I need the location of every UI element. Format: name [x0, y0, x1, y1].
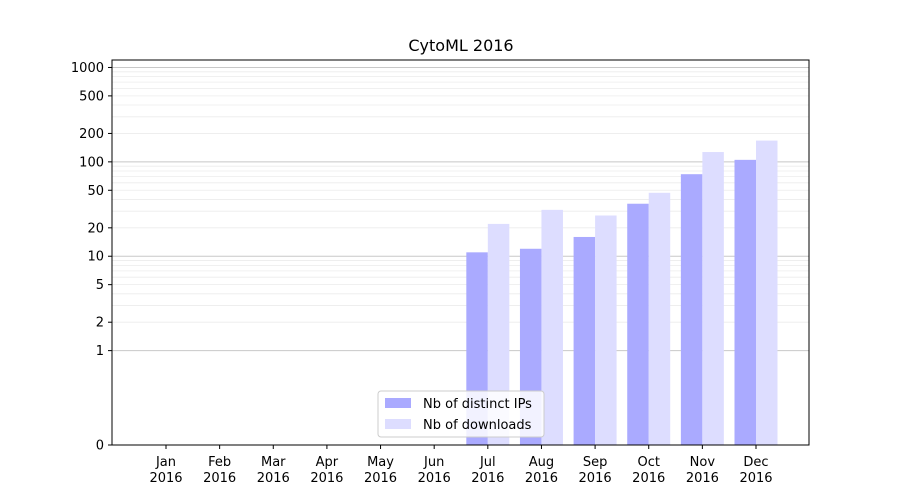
- plot-frame: [111, 59, 810, 446]
- x-tick-label-month: Dec: [743, 455, 768, 470]
- x-tick-label-month: Jan: [155, 455, 176, 470]
- bar-downloads: [702, 152, 724, 445]
- bar-ips: [573, 236, 596, 445]
- x-tick-label-year: 2016: [525, 471, 558, 486]
- legend: Nb of distinct IPs Nb of downloads: [377, 390, 545, 438]
- y-tick-label: 20: [87, 221, 104, 236]
- x-tick-label-year: 2016: [257, 471, 290, 486]
- y-tick-label: 10: [87, 250, 104, 265]
- x-tick-label-month: May: [367, 455, 394, 470]
- x-tick-label-month: Aug: [529, 455, 554, 470]
- bars: [466, 140, 778, 446]
- bar-downloads: [756, 140, 778, 445]
- bar-downloads: [541, 209, 563, 445]
- y-tick-label: 2: [96, 316, 104, 331]
- x-tick-label-year: 2016: [364, 471, 397, 486]
- x-tick-label-year: 2016: [579, 471, 612, 486]
- legend-label-ips: Nb of distinct IPs: [423, 397, 532, 412]
- x-tick-label-month: Jun: [423, 455, 444, 470]
- x-tick-label-year: 2016: [471, 471, 504, 486]
- x-tick-label-year: 2016: [739, 471, 772, 486]
- bar-ips: [627, 203, 649, 445]
- y-tick-label: 5: [96, 278, 104, 293]
- legend-swatch-downloads: [385, 419, 411, 429]
- bar-downloads: [487, 223, 510, 445]
- bar-downloads: [648, 192, 671, 445]
- x-tick-label-month: Sep: [583, 455, 608, 470]
- y-tick-label: 1: [96, 344, 104, 359]
- y-tick-label: 50: [87, 184, 104, 199]
- y-tick-label: 200: [79, 127, 104, 142]
- bar-ips: [734, 159, 756, 446]
- y-tick-label: 0: [96, 439, 104, 454]
- x-tick-label-year: 2016: [686, 471, 719, 486]
- y-axis: 0 1 2 5 10 20 50 100 200 500 1000: [71, 61, 112, 454]
- x-axis: Jan2016Feb2016Mar2016Apr2016May2016Jun20…: [149, 445, 773, 486]
- legend-box: [377, 390, 545, 438]
- legend-swatch-ips: [385, 398, 411, 408]
- chart-title: CytoML 2016: [408, 36, 513, 55]
- x-tick-label-month: Feb: [208, 455, 231, 470]
- x-tick-label-year: 2016: [418, 471, 451, 486]
- x-tick-label-month: Mar: [261, 455, 286, 470]
- bar-downloads: [595, 215, 617, 445]
- x-tick-label-month: Nov: [690, 455, 716, 470]
- x-tick-label-year: 2016: [632, 471, 665, 486]
- legend-label-downloads: Nb of downloads: [423, 418, 532, 433]
- bar-ips: [680, 174, 703, 445]
- y-tick-label: 1000: [71, 61, 104, 76]
- x-tick-label-year: 2016: [203, 471, 236, 486]
- x-tick-label-year: 2016: [310, 471, 343, 486]
- x-tick-label-month: Jul: [479, 455, 496, 470]
- y-tick-label: 500: [79, 89, 104, 104]
- x-tick-label-year: 2016: [149, 471, 182, 486]
- x-tick-label-month: Oct: [637, 455, 659, 470]
- y-tick-label: 100: [79, 155, 104, 170]
- x-tick-label-month: Apr: [316, 455, 339, 470]
